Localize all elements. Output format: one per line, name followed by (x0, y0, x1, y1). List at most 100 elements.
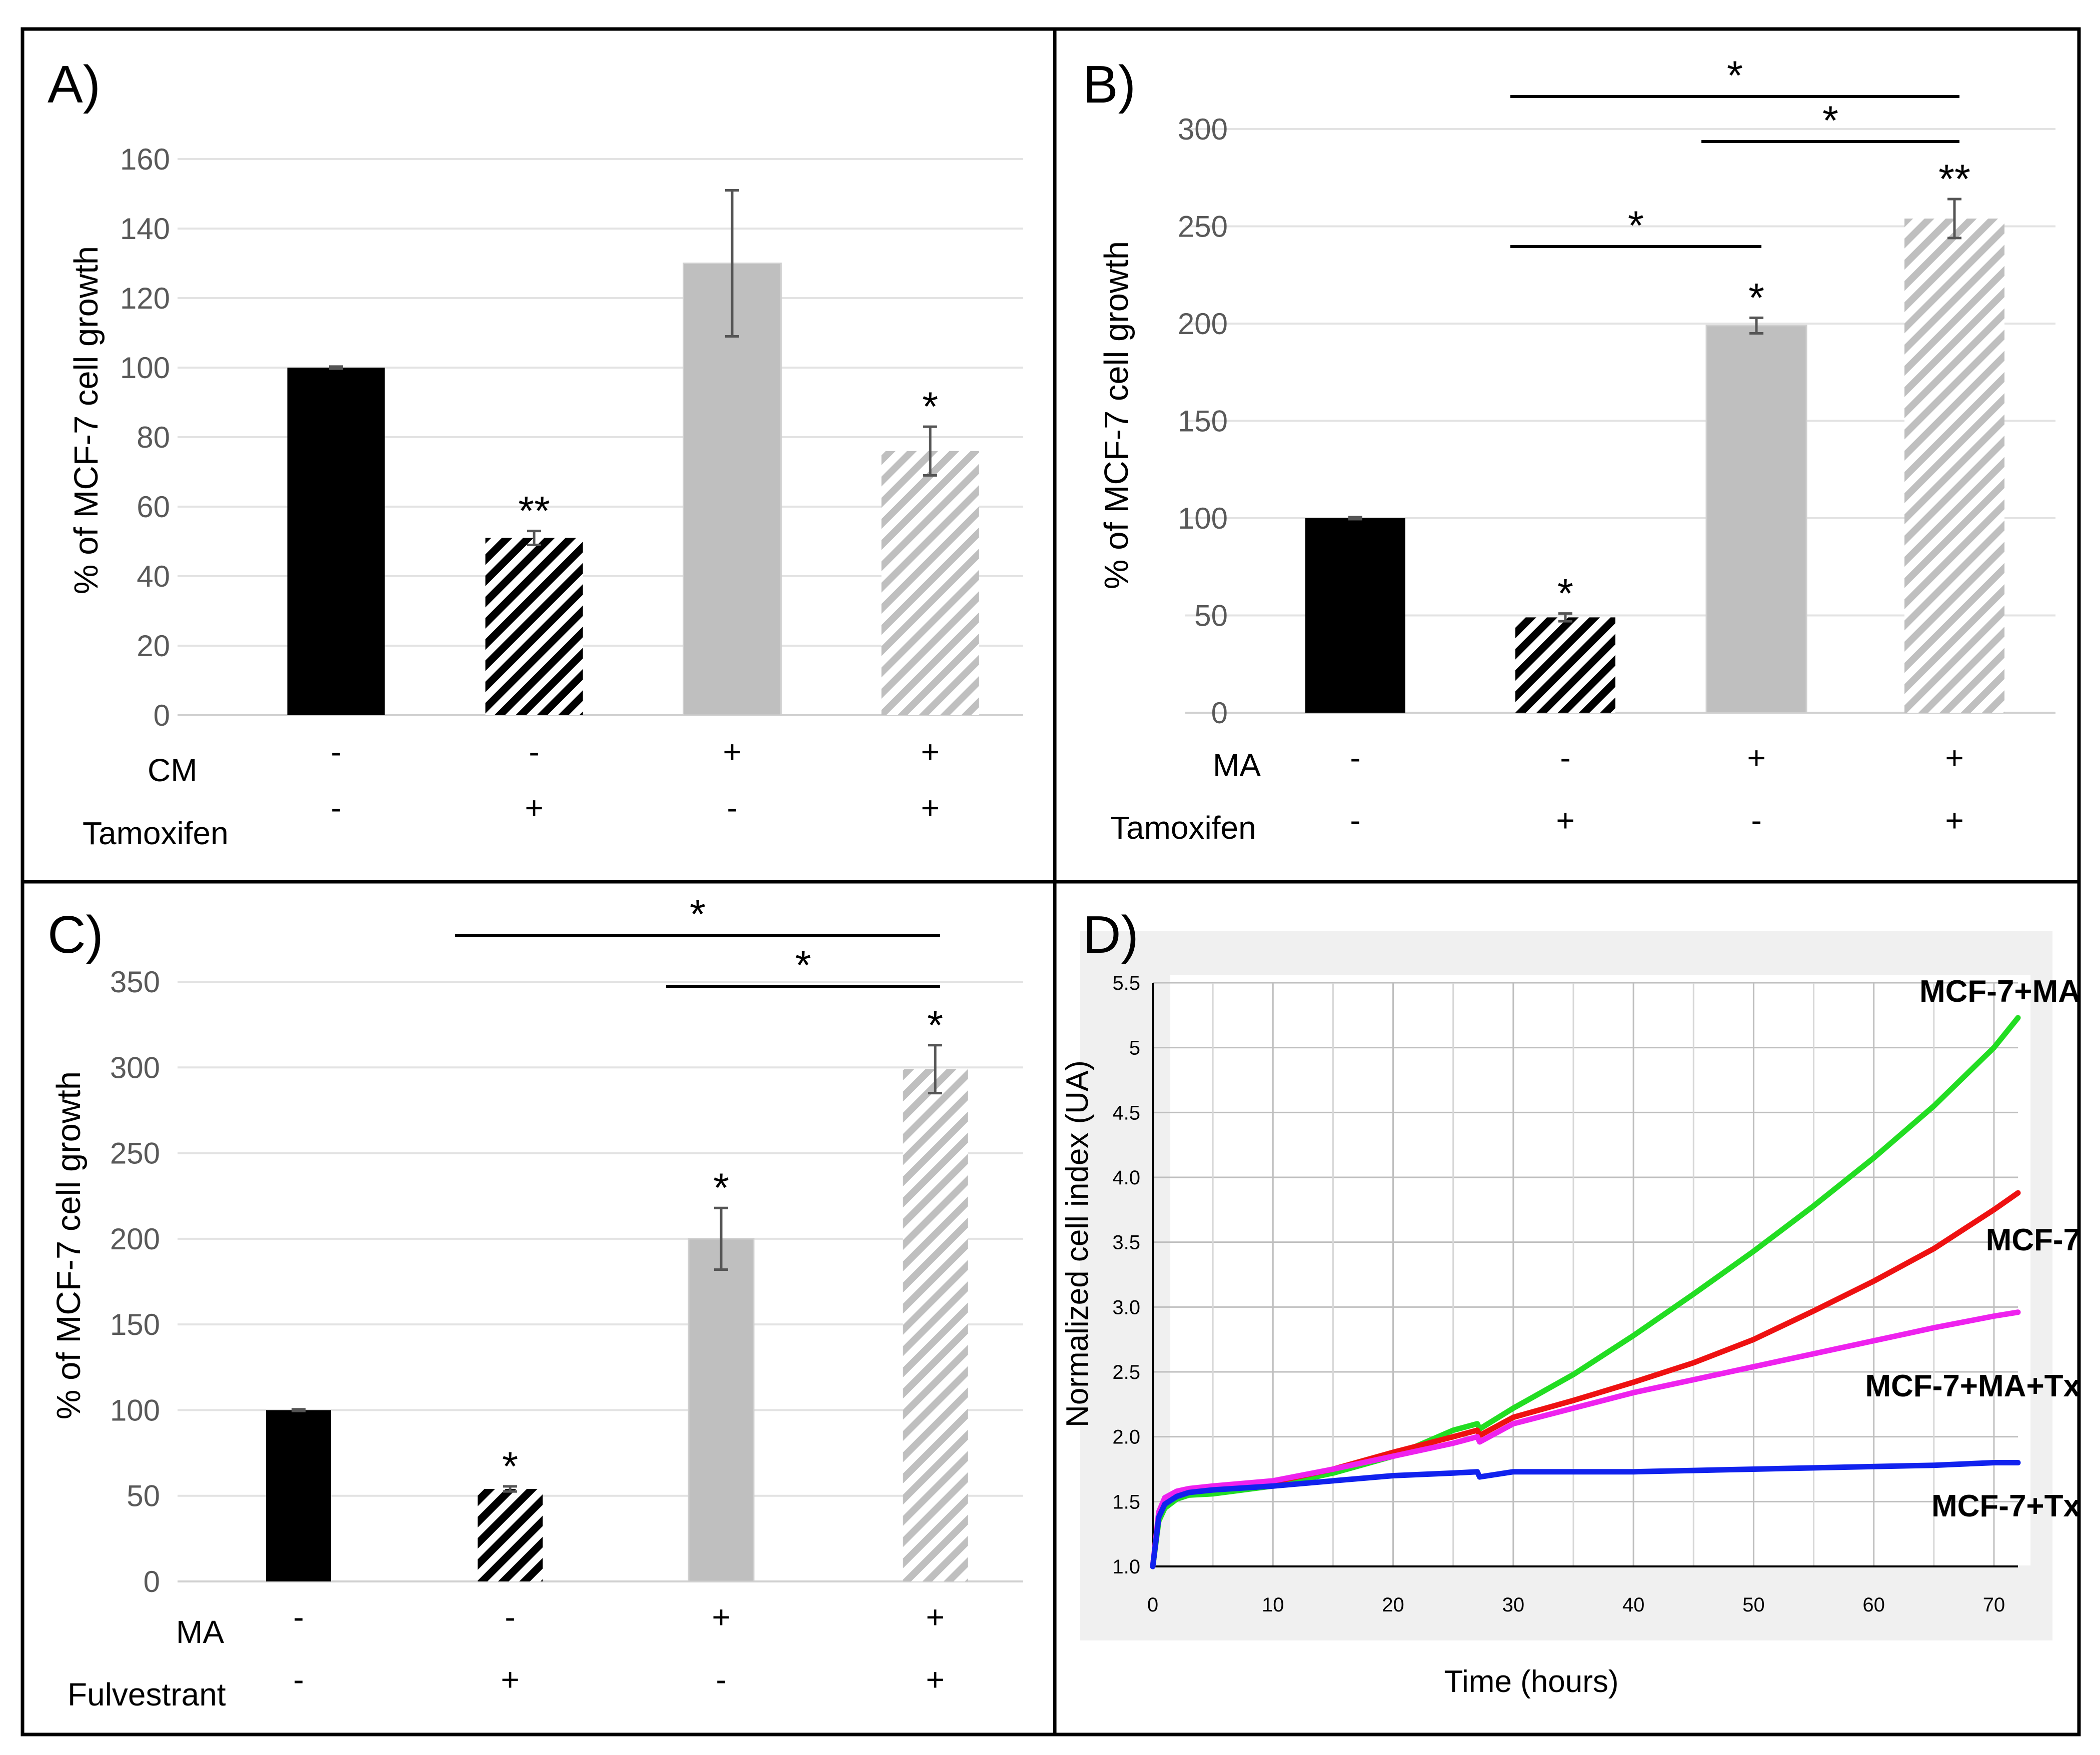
x-tick-label: 70 (1983, 1594, 2005, 1616)
treatment-sign: - (505, 1599, 515, 1635)
y-tick-label: 140 (120, 212, 170, 246)
bar-3 (1705, 325, 1807, 714)
treatment-sign: + (926, 1599, 944, 1635)
y-tick-label: 2.0 (1112, 1426, 1140, 1448)
x-tick-label: 0 (1147, 1594, 1158, 1616)
x-tick-label: 20 (1382, 1594, 1404, 1616)
panel-b: B) % of MCF-7 cell growth 0 50 100 150 200 25… (1083, 53, 2055, 846)
treatment-sign: - (716, 1661, 726, 1697)
bar-1 (266, 1410, 331, 1581)
y-tick-label: 150 (110, 1308, 160, 1341)
y-tick-label: 3.0 (1112, 1296, 1140, 1318)
bracket-significance: * (795, 943, 811, 988)
y-tick-label: 150 (1178, 405, 1228, 438)
treatment-sign: - (331, 734, 341, 770)
bar-2 (1515, 617, 1615, 713)
bar-4 (881, 451, 979, 715)
y-tick-label: 250 (1178, 210, 1228, 244)
x-tick-label: 30 (1502, 1594, 1525, 1616)
y-tick-label: 3.5 (1112, 1232, 1140, 1254)
y-tick-label: 50 (1194, 599, 1228, 633)
significance-marker-4: * (927, 1003, 943, 1048)
bracket-significance: * (1628, 203, 1644, 249)
y-tick-label: 0 (154, 699, 170, 732)
treatment-sign: - (293, 1599, 304, 1635)
panel-b-bars (1305, 218, 2004, 714)
panel-c-y-ticks: 0 50 100 150 200 250 300 350 (110, 965, 160, 1598)
treatment-sign: + (926, 1661, 944, 1697)
x-tick-label: 10 (1262, 1594, 1284, 1616)
treatment-sign: - (1751, 802, 1761, 838)
series-line-4 (1150, 1460, 2021, 1569)
y-tick-label: 5.5 (1112, 972, 1140, 994)
panel-a-y-ticks: 0 20 40 60 80 100 120 140 160 (120, 143, 170, 732)
panel-c-brackets: ** (455, 892, 940, 988)
panel-borders (21, 27, 2081, 1736)
panel-b-label: B) (1083, 55, 1136, 114)
y-tick-label: 80 (137, 421, 170, 454)
y-tick-label: 60 (137, 490, 170, 524)
y-tick-label: 1.5 (1112, 1491, 1140, 1513)
panel-d-y-ticks: 1.0 1.5 2.0 2.5 3.0 3.5 4.0 4.5 5 5.5 (1112, 972, 1140, 1578)
y-tick-label: 120 (120, 282, 170, 315)
bar-4 (903, 1069, 968, 1581)
panel-c-y-axis-label: % of MCF-7 cell growth (50, 1071, 88, 1419)
significance-marker-2: ** (518, 489, 550, 534)
y-tick-label: 50 (127, 1479, 160, 1513)
y-tick-label: 350 (110, 965, 160, 999)
panel-a: A) % of MCF-7 cell growth 0 20 40 60 80 100 12… (48, 55, 1023, 851)
y-tick-label: 5 (1129, 1037, 1140, 1059)
series-label-mcf7-tx: MCF-7+Tx (1931, 1489, 2081, 1523)
y-tick-label: 100 (1178, 502, 1228, 535)
treatment-sign: - (1350, 740, 1360, 776)
y-tick-label: 100 (120, 351, 170, 385)
x-tick-label: 50 (1742, 1594, 1765, 1616)
treatment-sign: - (727, 790, 737, 826)
panel-d-x-ticks: 0 10 20 30 40 50 60 70 (1147, 1594, 2005, 1616)
bar-3 (688, 1238, 755, 1582)
panel-c-error-bars (292, 1044, 942, 1493)
panel-a-bars (287, 263, 979, 716)
panel-d-x-axis-label: Time (hours) (1444, 1664, 1618, 1699)
panel-b-significance: **** (1557, 157, 1970, 617)
treatment-sign: + (525, 790, 543, 826)
panel-d-series-lines (1150, 1015, 2021, 1569)
x-tick-label: 60 (1862, 1594, 1885, 1616)
panel-b-y-axis-label: % of MCF-7 cell growth (1098, 241, 1135, 589)
significance-marker-4: * (922, 384, 938, 430)
bar-2 (485, 538, 583, 715)
y-tick-label: 250 (110, 1137, 160, 1170)
significance-marker-2: * (502, 1444, 518, 1489)
series-label-mcf7-ma-tx: MCF-7+MA+Tx (1865, 1369, 2080, 1403)
y-tick-label: 300 (110, 1051, 160, 1084)
panel-d-y-axis-label: Normalized cell index (UA) (1060, 1060, 1095, 1427)
x-tick-label: 40 (1622, 1594, 1645, 1616)
y-tick-label: 300 (1178, 113, 1228, 146)
panel-c-significance: * * * (502, 1003, 943, 1489)
series-label-mcf7-ma: MCF-7+MA (1919, 974, 2080, 1009)
treatment-sign: + (1556, 802, 1574, 838)
y-tick-label: 1.0 (1112, 1556, 1140, 1578)
panel-b-row-signs: - - + + - + - + (1350, 740, 1963, 838)
panel-d-label: D) (1083, 905, 1139, 964)
y-tick-label: 0 (144, 1565, 160, 1598)
panel-a-row-signs: - - + + - + - + (331, 734, 939, 826)
bracket-significance: * (690, 892, 706, 937)
panel-c-row-signs: - - + + - + - + (293, 1599, 944, 1697)
panel-a-row-label-2: Tamoxifen (83, 815, 229, 851)
significance-marker-4: ** (1938, 157, 1970, 202)
significance-marker-2: * (1557, 571, 1573, 617)
panel-c-row-label-2: Fulvestrant (68, 1676, 226, 1712)
bar-4 (1904, 218, 2004, 713)
series-label-mcf7: MCF-7 (1986, 1223, 2080, 1257)
panel-a-significance: *** (518, 384, 938, 534)
treatment-sign: - (1560, 740, 1570, 776)
y-tick-label: 200 (110, 1222, 160, 1256)
panel-c-label: C) (48, 905, 104, 964)
y-tick-label: 100 (110, 1393, 160, 1427)
panel-b-brackets: * * * (1510, 53, 1959, 249)
bar-3 (683, 263, 782, 716)
panel-a-y-axis-label: % of MCF-7 cell growth (68, 246, 105, 594)
treatment-sign: + (1945, 740, 1963, 776)
